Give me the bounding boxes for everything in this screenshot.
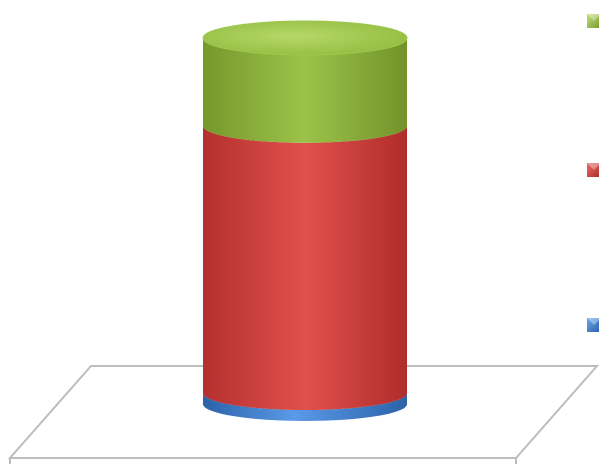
bar-segment-2 [203, 125, 407, 411]
bar-top-cap [202, 20, 408, 56]
floor-plane [7, 365, 599, 464]
bar-segment-3 [203, 38, 407, 143]
legend-marker-3 [587, 14, 599, 28]
bar-group [202, 20, 408, 421]
legend-marker-1 [587, 318, 599, 332]
legend [587, 14, 599, 332]
legend-marker-2 [587, 163, 599, 177]
bar-segment-1 [203, 393, 407, 421]
